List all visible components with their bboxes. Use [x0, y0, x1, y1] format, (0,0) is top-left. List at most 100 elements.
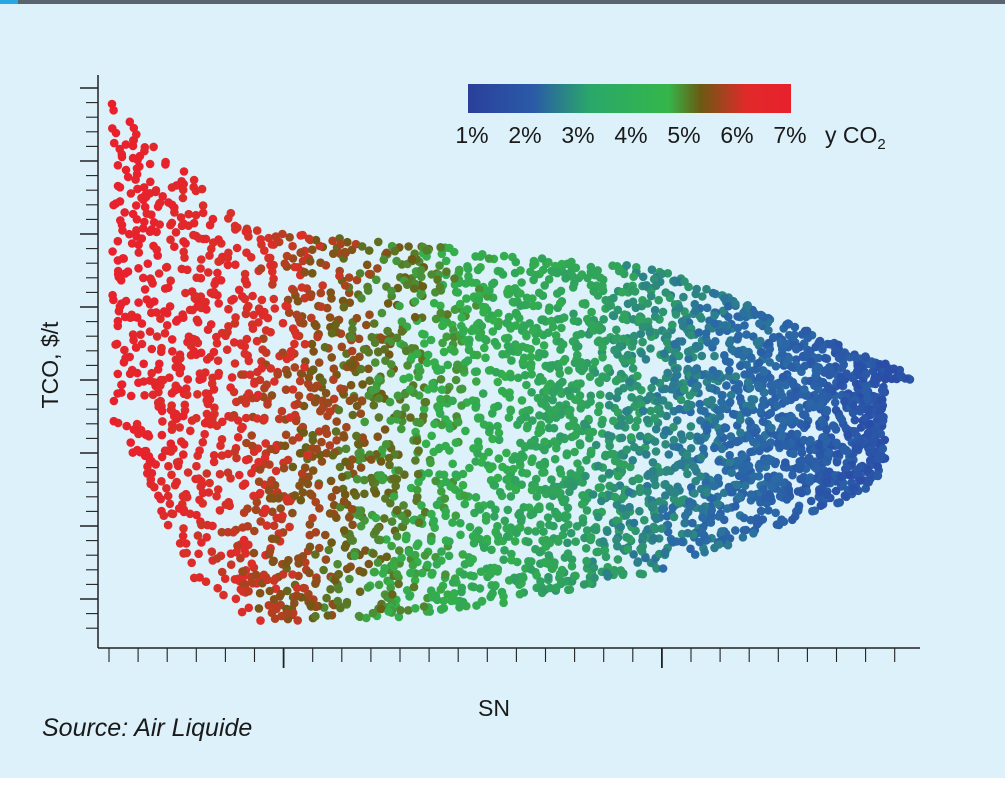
scatter-point — [753, 380, 763, 390]
scatter-point — [732, 456, 742, 466]
scatter-point — [362, 320, 371, 330]
scatter-point — [526, 344, 535, 354]
colorbar-tick-label: 6% — [720, 122, 753, 148]
scatter-point — [219, 590, 228, 600]
scatter-point — [290, 598, 299, 608]
scatter-point — [647, 383, 656, 393]
scatter-point — [690, 550, 700, 559]
scatter-point — [556, 432, 565, 441]
scatter-point — [177, 437, 186, 446]
scatter-point — [263, 575, 272, 585]
scatter-point — [423, 350, 433, 360]
scatter-point — [645, 391, 655, 401]
scatter-point — [417, 501, 426, 510]
scatter-point — [184, 209, 193, 219]
scatter-point — [311, 550, 320, 559]
scatter-point — [755, 319, 764, 328]
scatter-point — [435, 470, 444, 479]
scatter-point — [800, 385, 809, 394]
scatter-point — [493, 473, 503, 483]
scatter-point — [347, 333, 356, 342]
scatter-point — [377, 308, 387, 318]
scatter-point — [304, 234, 314, 244]
scatter-point — [583, 273, 592, 283]
scatter-point — [815, 487, 824, 497]
scatter-point — [848, 373, 857, 383]
scatter-point — [331, 427, 341, 436]
scatter-point — [659, 504, 669, 513]
scatter-point — [462, 294, 471, 303]
scatter-point — [511, 321, 521, 330]
scatter-point — [828, 421, 838, 430]
scatter-point — [307, 339, 317, 349]
scatter-point — [321, 261, 331, 270]
scatter-point — [354, 440, 364, 449]
scatter-point — [367, 475, 377, 484]
scatter-point — [603, 527, 612, 536]
scatter-point — [116, 276, 126, 285]
scatter-point — [752, 514, 762, 523]
scatter-point — [817, 378, 827, 388]
scatter-point — [535, 502, 544, 511]
scatter-point — [811, 372, 820, 381]
scatter-point — [456, 518, 465, 528]
scatter-point — [555, 299, 565, 308]
scatter-point — [348, 455, 357, 464]
scatter-point — [145, 159, 155, 169]
scatter-point — [792, 344, 801, 354]
scatter-point — [354, 508, 364, 518]
scatter-point — [197, 538, 206, 547]
scatter-point — [773, 401, 782, 410]
scatter-point — [191, 210, 201, 220]
scatter-point — [384, 607, 393, 616]
scatter-point — [383, 299, 393, 308]
scatter-point — [527, 388, 536, 397]
scatter-point — [311, 235, 321, 245]
scatter-point — [334, 405, 344, 415]
scatter-point — [422, 246, 431, 255]
scatter-point — [342, 597, 352, 607]
scatter-point — [194, 549, 203, 559]
scatter-point — [420, 339, 429, 348]
scatter-point — [240, 349, 250, 359]
scatter-point — [884, 367, 893, 376]
scatter-point — [227, 413, 236, 422]
scatter-point — [822, 490, 832, 500]
scatter-point — [300, 339, 310, 349]
scatter-point — [134, 298, 143, 307]
scatter-point — [488, 327, 498, 336]
scatter-point — [300, 362, 309, 372]
scatter-point — [864, 477, 873, 487]
scatter-point — [717, 397, 726, 407]
scatter-point — [371, 489, 381, 498]
scatter-point — [309, 347, 318, 356]
scatter-point — [267, 240, 277, 249]
scatter-point — [553, 315, 563, 324]
scatter-point — [471, 493, 481, 502]
scatter-point — [407, 254, 417, 264]
scatter-point — [361, 546, 370, 555]
scatter-point — [258, 345, 268, 354]
scatter-point — [840, 491, 850, 501]
scatter-point — [717, 527, 726, 536]
scatter-point — [285, 413, 295, 422]
scatter-point — [457, 401, 466, 410]
scatter-point — [351, 491, 361, 500]
scatter-point — [487, 591, 496, 600]
scatter-point — [135, 162, 144, 171]
scatter-point — [469, 571, 478, 581]
scatter-point — [648, 467, 658, 476]
scatter-point — [623, 350, 633, 360]
scatter-point — [802, 351, 812, 360]
scatter-point — [215, 469, 225, 479]
scatter-point — [641, 553, 650, 563]
scatter-point — [305, 257, 315, 266]
scatter-point — [609, 449, 618, 459]
scatter-point — [494, 454, 504, 463]
scatter-point — [128, 330, 138, 339]
scatter-point — [777, 431, 786, 441]
scatter-point — [802, 326, 812, 336]
scatter-point — [493, 377, 503, 387]
scatter-point — [227, 373, 237, 382]
scatter-point — [317, 437, 326, 447]
